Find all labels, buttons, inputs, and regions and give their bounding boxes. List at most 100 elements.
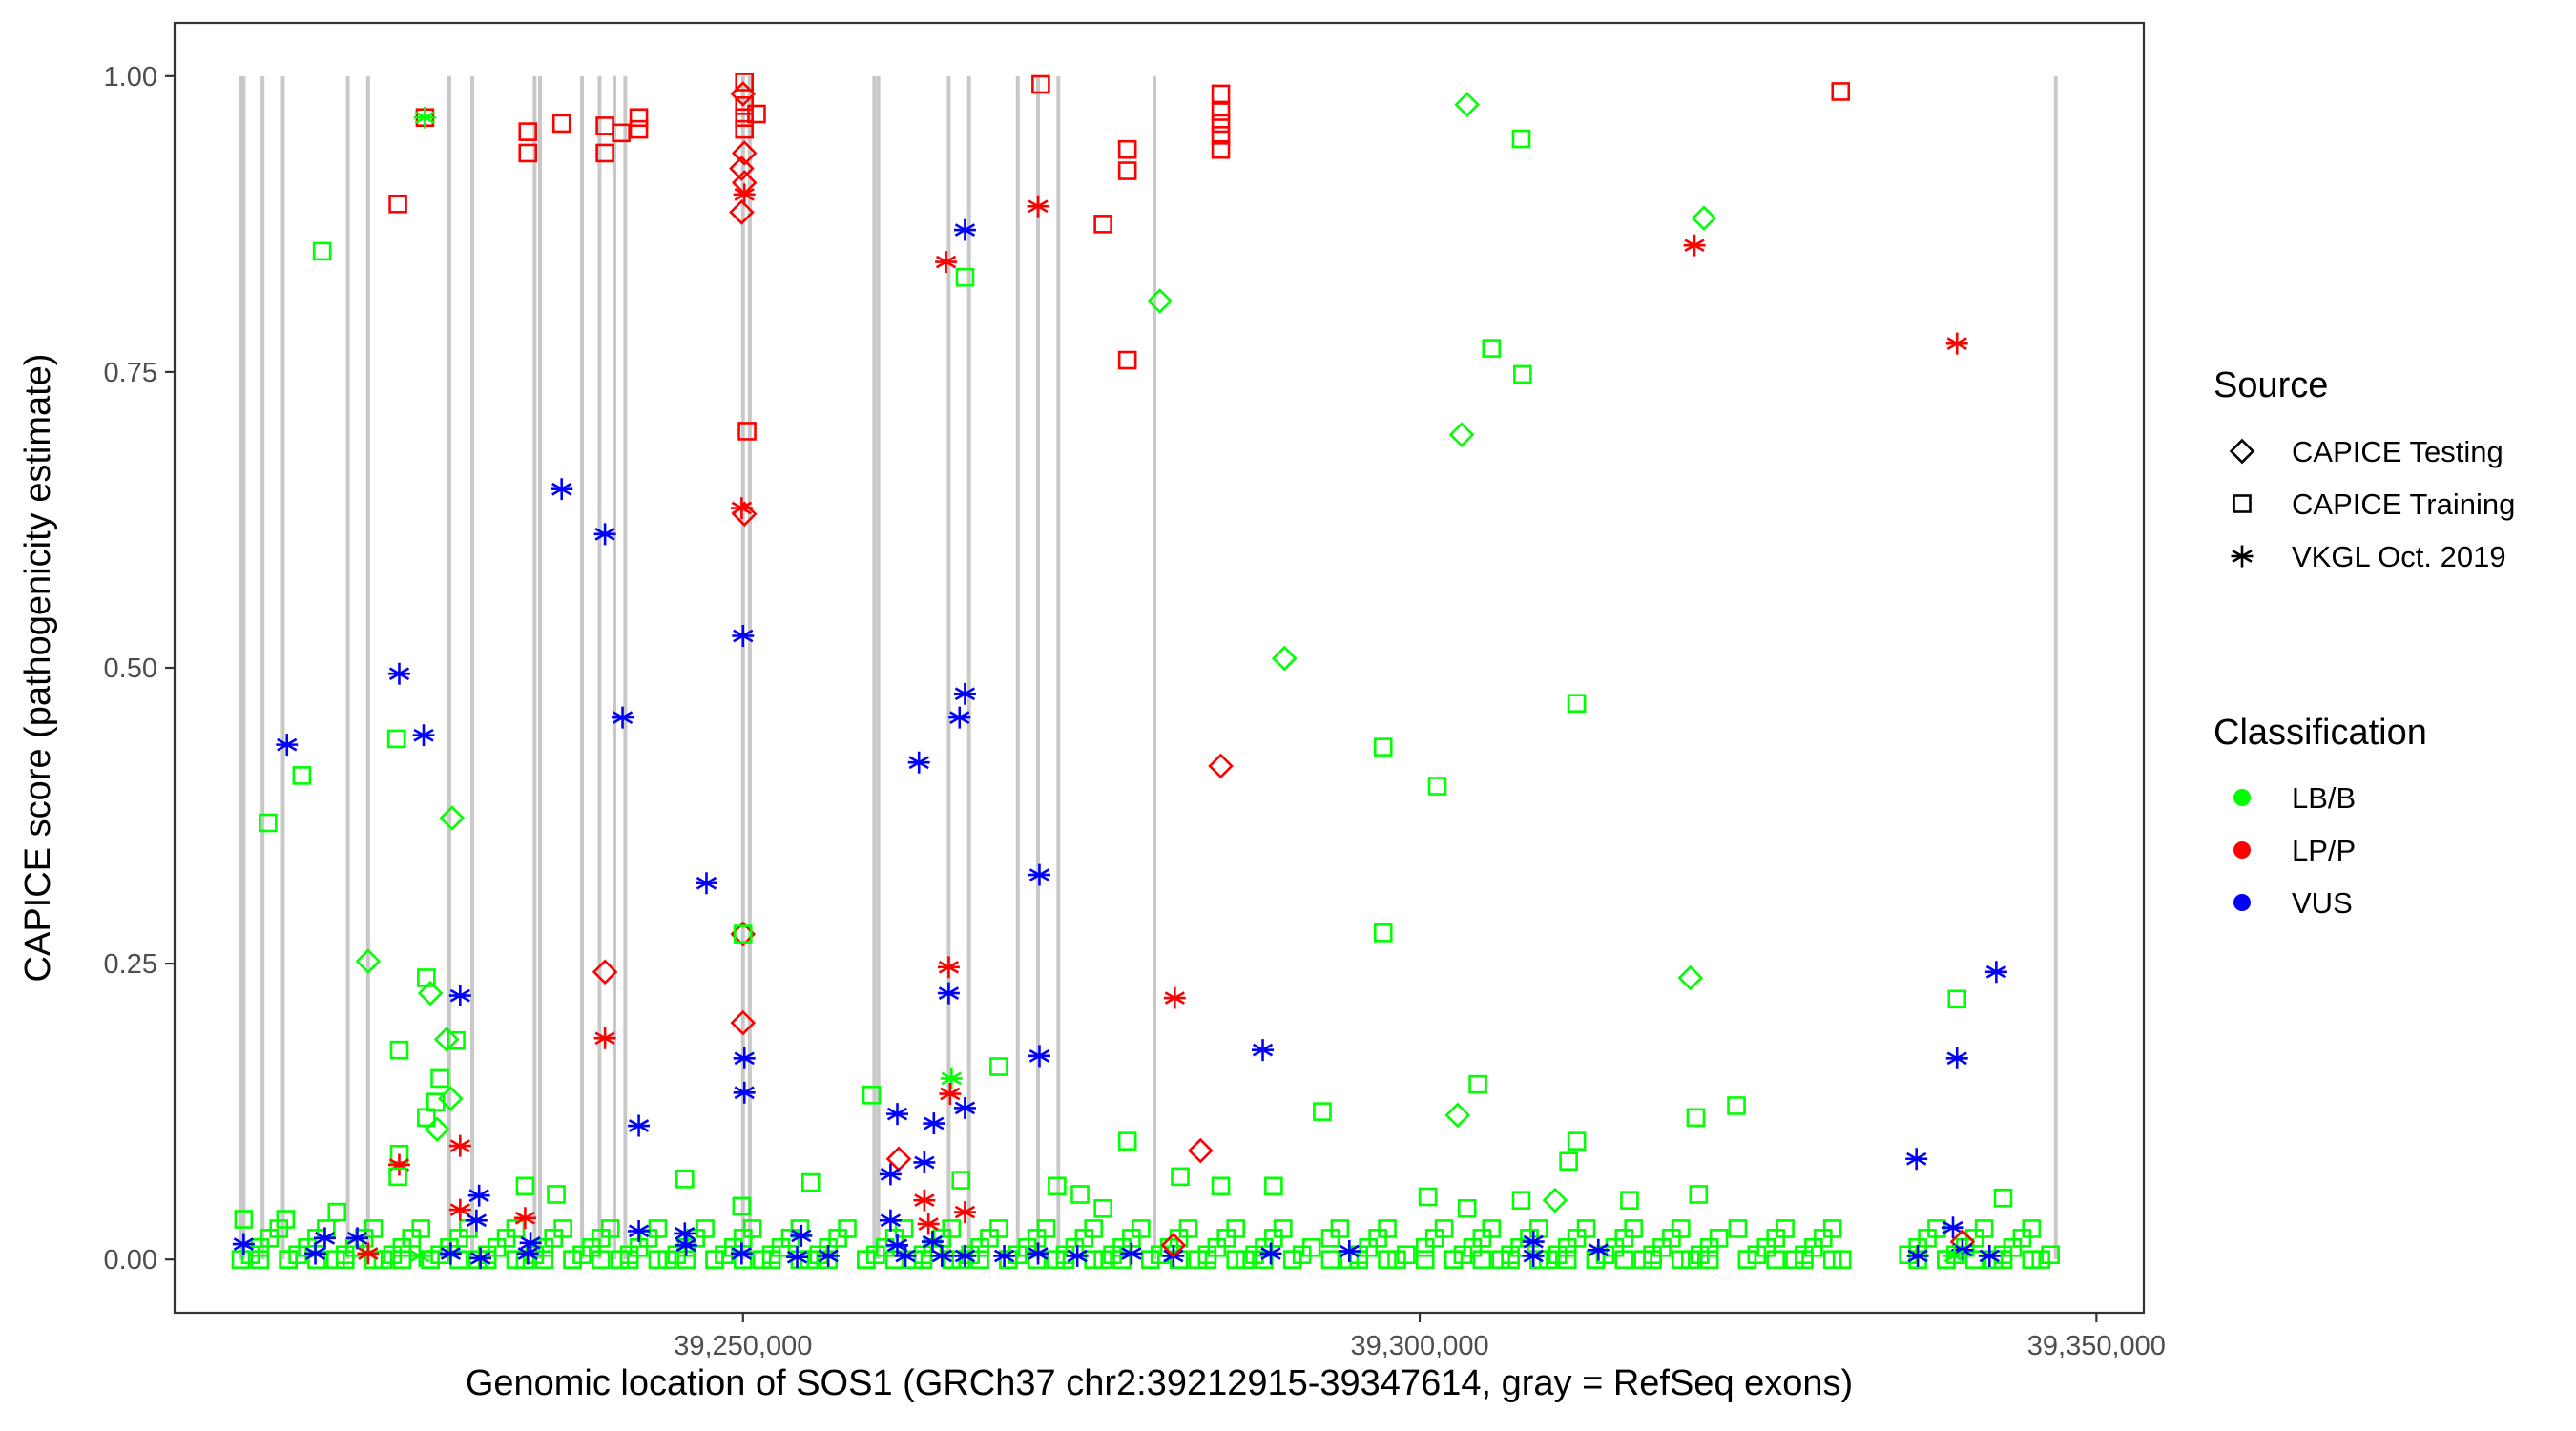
point-asterisk-vus	[516, 1242, 539, 1265]
point-baseline	[1567, 1229, 1587, 1248]
point-baseline	[761, 1250, 781, 1269]
point-square-lb-b	[1211, 1176, 1231, 1196]
point-asterisk-vus	[732, 625, 755, 647]
point-square-lp-p	[629, 108, 649, 128]
point-diamond-lb-b	[1691, 205, 1717, 231]
point-square-lp-p	[737, 422, 757, 441]
point-square-lb-b	[1373, 737, 1393, 757]
point-asterisk-vus	[879, 1209, 902, 1232]
point-asterisk-vus	[696, 872, 717, 895]
point-square-lb-b	[276, 1210, 296, 1229]
point-baseline	[2031, 1250, 2050, 1269]
point-asterisk-vus	[1028, 1045, 1050, 1068]
legend-color-dot-icon	[2233, 789, 2251, 806]
point-square-lb-b	[951, 1171, 970, 1190]
point-baseline	[705, 1250, 724, 1269]
legend-classification-label: LP/P	[2292, 834, 2356, 867]
point-asterisk-vus	[1120, 1242, 1143, 1265]
point-baseline	[1472, 1229, 1492, 1248]
point-baseline	[1027, 1229, 1047, 1248]
point-square-lb-b	[1171, 1167, 1190, 1187]
point-baseline	[335, 1250, 355, 1269]
point-baseline	[1036, 1219, 1056, 1238]
point-baseline	[592, 1229, 611, 1248]
point-asterisk-lp-p	[513, 1207, 536, 1230]
point-baseline	[1236, 1250, 1255, 1269]
point-baseline	[1482, 1219, 1502, 1238]
point-square-lb-b	[675, 1170, 695, 1189]
point-baseline	[449, 1229, 468, 1248]
point-square-lb-b	[1567, 694, 1587, 714]
point-baseline	[942, 1219, 962, 1238]
point-baseline	[1359, 1237, 1378, 1257]
point-baseline	[857, 1250, 876, 1269]
point-baseline	[705, 1250, 724, 1269]
point-asterisk-vus	[612, 706, 634, 729]
y-tick-label: 1.00	[104, 62, 157, 93]
point-square-lb-b	[1689, 1185, 1709, 1204]
point-asterisk-lp-p	[448, 1198, 471, 1221]
point-baseline	[1491, 1250, 1510, 1269]
point-baseline	[989, 1219, 1008, 1238]
x-tick-label: 39,300,000	[1350, 1331, 1488, 1361]
point-baseline	[1282, 1250, 1302, 1269]
point-baseline	[544, 1229, 563, 1248]
point-asterisk-vus	[551, 478, 573, 501]
point-baseline	[1320, 1250, 1340, 1269]
point-square-lb-b	[547, 1185, 566, 1204]
point-baseline	[1197, 1250, 1217, 1269]
point-square-lp-p	[1211, 139, 1231, 159]
point-asterisk-vus	[993, 1244, 1016, 1267]
point-baseline	[1624, 1219, 1644, 1238]
point-diamond-lb-b	[1448, 422, 1475, 447]
y-tick-label: 0.00	[104, 1245, 157, 1275]
point-asterisk-lb-b	[413, 106, 436, 129]
point-square-lb-b	[989, 1057, 1008, 1076]
plot-panel-border	[173, 21, 2146, 1315]
point-baseline	[1074, 1229, 1094, 1248]
point-baseline	[1557, 1250, 1577, 1269]
point-asterisk-vus	[879, 1163, 902, 1186]
point-baseline	[980, 1229, 999, 1248]
point-square-lb-b	[1070, 1185, 1090, 1204]
point-baseline	[392, 1250, 412, 1269]
point-square-lb-b	[1620, 1191, 1639, 1210]
point-asterisk-vus	[313, 1227, 336, 1250]
point-asterisk-lp-p	[357, 1242, 380, 1265]
point-diamond-lb-b	[417, 980, 444, 1006]
legend-source-label: CAPICE Training	[2292, 487, 2515, 521]
point-diamond-lb-b	[439, 805, 466, 831]
point-asterisk-vus	[790, 1224, 813, 1247]
point-asterisk-vus	[674, 1222, 696, 1245]
point-asterisk-vus	[346, 1227, 368, 1250]
point-baseline	[1046, 1250, 1066, 1269]
point-asterisk-lp-p	[448, 1134, 471, 1157]
point-square-lb-b	[515, 1176, 535, 1196]
point-asterisk-vus	[953, 218, 976, 241]
point-square-lb-b	[1482, 339, 1502, 358]
point-square-lp-p	[388, 194, 407, 214]
point-square-lb-b	[234, 1210, 254, 1229]
point-baseline	[1424, 1229, 1444, 1248]
legend-source-title: Source	[2213, 365, 2328, 405]
point-baseline	[1132, 1219, 1151, 1238]
point-square-lb-b	[1457, 1199, 1477, 1218]
point-square-lb-b	[417, 1108, 436, 1128]
x-axis: 39,250,000 39,300,000 39,350,000	[674, 1313, 2166, 1361]
point-baseline	[1709, 1229, 1729, 1248]
point-baseline	[1397, 1245, 1416, 1265]
point-baseline	[231, 1250, 251, 1269]
point-asterisk-vus	[1259, 1242, 1282, 1265]
point-square-lp-p	[1117, 161, 1137, 180]
point-baseline	[553, 1219, 572, 1238]
point-diamond-lb-b	[355, 948, 382, 974]
point-baseline	[1662, 1229, 1681, 1248]
point-baseline	[506, 1250, 526, 1269]
y-tick-label: 0.25	[104, 949, 157, 980]
point-baseline	[1576, 1219, 1596, 1238]
point-square-lb-b	[732, 1196, 752, 1216]
point-baseline	[1814, 1229, 1833, 1248]
point-baseline	[2022, 1219, 2042, 1238]
point-baseline	[733, 1229, 753, 1248]
point-diamond-lb-b	[1677, 964, 1704, 991]
